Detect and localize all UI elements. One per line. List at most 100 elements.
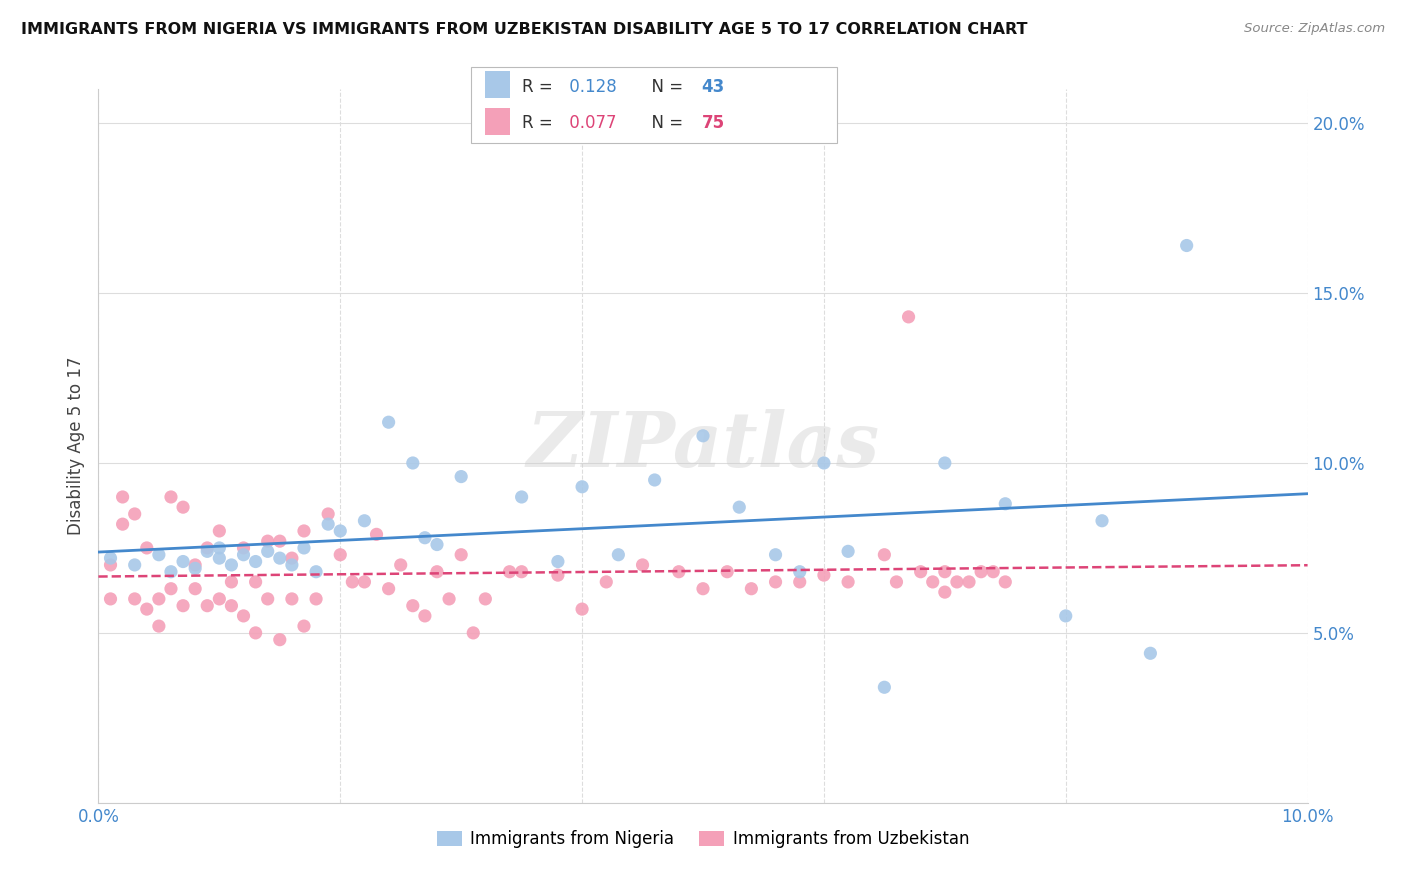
Point [232,548,254,562]
Legend: Immigrants from Nigeria, Immigrants from Uzbekistan: Immigrants from Nigeria, Immigrants from… [430,824,976,855]
Point [256,544,278,558]
Point [644,473,666,487]
Point [148,548,170,562]
Point [1054,608,1077,623]
Text: IMMIGRANTS FROM NIGERIA VS IMMIGRANTS FROM UZBEKISTAN DISABILITY AGE 5 TO 17 COR: IMMIGRANTS FROM NIGERIA VS IMMIGRANTS FR… [21,22,1028,37]
Point [160,490,183,504]
Point [1139,646,1161,660]
Point [184,561,207,575]
Point [111,517,134,532]
Text: Source: ZipAtlas.com: Source: ZipAtlas.com [1244,22,1385,36]
Point [837,574,859,589]
Point [329,548,352,562]
Point [413,608,436,623]
Text: N =: N = [641,114,689,132]
Point [292,541,315,555]
Point [316,507,339,521]
Point [994,497,1017,511]
Point [292,619,315,633]
Point [934,456,956,470]
Point [245,626,267,640]
Point [269,534,291,549]
Point [221,599,243,613]
Point [728,500,751,515]
Point [100,558,122,572]
Point [135,602,157,616]
Point [377,415,399,429]
Point [195,599,218,613]
Point [789,565,811,579]
Point [607,548,630,562]
Point [366,527,388,541]
Point [1091,514,1114,528]
Point [305,591,328,606]
Point [124,558,146,572]
Point [437,591,460,606]
Point [269,632,291,647]
Point [111,490,134,504]
Point [195,541,218,555]
Point [426,537,449,551]
Point [208,591,231,606]
Point [245,574,267,589]
Point [595,574,617,589]
Point [886,574,908,589]
Point [124,591,146,606]
Point [934,585,956,599]
Point [668,565,690,579]
Point [353,514,375,528]
Text: R =: R = [522,78,558,95]
Text: ZIPatlas: ZIPatlas [526,409,880,483]
Point [631,558,654,572]
Point [353,574,375,589]
Point [172,555,194,569]
Point [921,574,943,589]
Text: N =: N = [641,78,689,95]
Point [547,555,569,569]
Point [221,558,243,572]
Point [740,582,762,596]
Point [342,574,364,589]
Point [232,608,254,623]
Point [195,544,218,558]
Point [329,524,352,538]
Point [402,599,425,613]
Point [269,551,291,566]
Point [232,541,254,555]
Point [389,558,412,572]
Point [281,558,304,572]
Point [292,524,315,538]
Point [184,582,207,596]
Point [789,574,811,589]
Point [450,548,472,562]
Point [450,469,472,483]
Point [413,531,436,545]
Point [377,582,399,596]
Point [897,310,920,324]
Point [765,574,787,589]
Point [981,565,1004,579]
Point [172,500,194,515]
Point [510,565,533,579]
Point [1175,238,1198,252]
Point [208,524,231,538]
Point [692,582,714,596]
Point [873,548,896,562]
Point [813,568,835,582]
Point [124,507,146,521]
Text: 75: 75 [702,114,724,132]
Text: R =: R = [522,114,558,132]
Point [256,534,278,549]
Point [316,517,339,532]
Point [946,574,969,589]
Point [221,574,243,589]
Point [184,558,207,572]
Point [970,565,993,579]
Point [281,591,304,606]
Point [208,541,231,555]
Point [716,565,738,579]
Point [837,544,859,558]
Point [765,548,787,562]
Point [474,591,496,606]
Point [957,574,980,589]
